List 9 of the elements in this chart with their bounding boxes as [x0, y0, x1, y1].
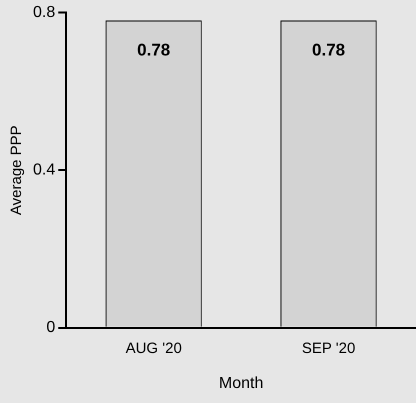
y-tick-label: 0.8	[32, 4, 56, 22]
x-tick-label: SEP '20	[302, 340, 356, 357]
y-axis-title: Average PPP	[8, 125, 26, 216]
y-tick-label: 0	[46, 319, 56, 336]
x-tick-label: AUG '20	[126, 340, 182, 357]
data-label: 0.78	[312, 40, 346, 60]
y-tick-label: 0.4	[32, 162, 56, 179]
x-axis-title: Month	[218, 374, 264, 392]
data-label: 0.78	[137, 40, 170, 60]
